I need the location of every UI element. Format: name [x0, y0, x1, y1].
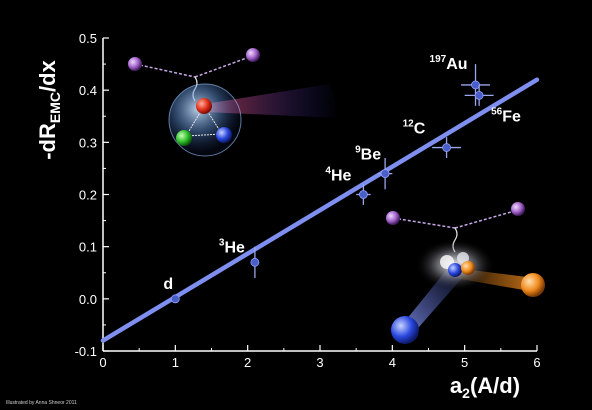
y-axis-label-post: /dx	[35, 59, 60, 92]
illustration-credit: Illustrated by Anna Shneor 2011	[6, 400, 77, 406]
y-tick-label: 0.4	[79, 83, 97, 98]
electron-out-icon-2	[511, 202, 525, 216]
point-label: d	[163, 276, 173, 293]
point-label-element: He	[224, 239, 245, 256]
point-label: 197Au	[430, 54, 468, 73]
data-marker	[170, 294, 180, 304]
data-marker	[250, 257, 260, 267]
point-label: 12C	[403, 119, 426, 138]
fit-line	[100, 77, 540, 343]
x-axis-label: a2(A/d)	[450, 373, 520, 401]
incoming-line	[134, 63, 196, 78]
data-marker	[442, 143, 451, 152]
x-axis-label-pre: a	[450, 373, 463, 398]
y-tick-label: 0.0	[79, 292, 97, 307]
point-label: 56Fe	[491, 106, 521, 125]
green-quark-icon	[176, 130, 192, 146]
point-label: 9Be	[355, 145, 381, 164]
point-label-mass-number: 9	[355, 145, 361, 156]
x-tick-label: 3	[316, 355, 323, 370]
blue-quark-icon	[216, 127, 232, 143]
data-marker	[380, 169, 390, 179]
y-ticks: -0.1 0.0 0.1 0.2 0.3 0.4 0.5	[75, 31, 109, 359]
red-quark-icon	[196, 98, 212, 114]
data-point	[377, 157, 393, 190]
y-axis-label-sub: EMC	[47, 92, 63, 123]
point-label-element: C	[414, 121, 426, 138]
data-point	[461, 64, 490, 106]
data-point	[170, 294, 180, 304]
point-label-element: He	[331, 168, 352, 185]
data-marker	[471, 80, 480, 90]
point-label-mass-number: 197	[430, 54, 447, 65]
nucleon-orange-icon	[461, 261, 475, 275]
x-tick-label: 5	[461, 355, 468, 370]
data-point	[432, 137, 462, 158]
point-label: 3He	[219, 237, 245, 256]
data-point	[250, 246, 260, 278]
three-nucleon-illustration	[128, 48, 340, 157]
outgoing-line	[194, 55, 253, 78]
y-axis-label: -dREMC/dx	[35, 59, 63, 159]
correlated-pair-illustration	[386, 202, 545, 344]
y-tick-label: 0.5	[79, 31, 97, 46]
nucleus-bubble-icon	[168, 83, 242, 157]
y-axis-label-pre: -dR	[35, 123, 60, 160]
y-tick-label: 0.3	[79, 135, 97, 150]
x-tick-label: 6	[533, 355, 540, 370]
point-label: 4He	[325, 166, 351, 185]
point-label-mass-number: 3	[219, 237, 225, 248]
point-label-mass-number: 4	[325, 166, 331, 177]
x-axis-label-post: (A/d)	[470, 373, 520, 398]
data-point	[356, 184, 371, 205]
x-tick-label: 0	[99, 355, 106, 370]
electron-in-icon-2	[386, 211, 400, 225]
data-points	[170, 64, 494, 304]
point-label-element: Be	[361, 147, 382, 164]
electron-out-icon	[246, 48, 260, 62]
point-label-element: Fe	[502, 108, 521, 125]
point-label-mass-number: 12	[403, 119, 415, 130]
y-tick-label: 0.2	[79, 188, 97, 203]
y-tick-label: 0.1	[79, 240, 97, 255]
nucleon-blue-icon	[448, 263, 462, 277]
electron-in-icon	[128, 57, 142, 71]
x-ticks: 0 1 2 3 4 5 6	[99, 345, 541, 370]
point-label-mass-number: 56	[491, 106, 503, 117]
data-point	[464, 84, 494, 106]
y-tick-label: -0.1	[75, 344, 97, 359]
point-label-element: Au	[446, 56, 467, 73]
x-axis-label-sub: 2	[462, 385, 470, 401]
data-marker	[358, 190, 368, 199]
x-tick-label: 4	[389, 355, 396, 370]
ejected-blue-nucleon-icon	[391, 316, 419, 344]
x-tick-label: 2	[244, 355, 251, 370]
data-marker	[474, 90, 484, 100]
ejected-orange-nucleon-icon	[521, 273, 545, 297]
x-tick-label: 1	[172, 355, 179, 370]
